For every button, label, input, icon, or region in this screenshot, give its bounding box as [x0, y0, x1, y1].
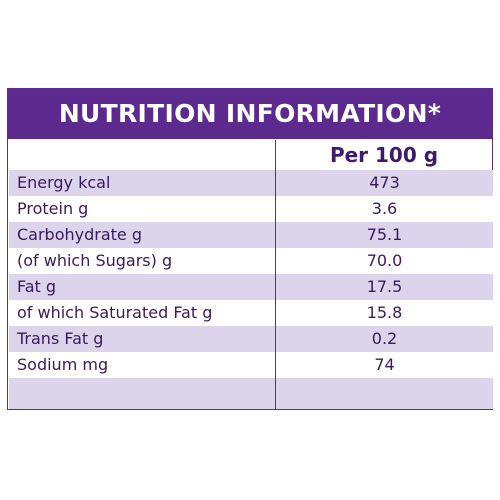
row-label: Fat g — [17, 277, 57, 296]
row-label: (of which Sugars) g — [17, 251, 173, 270]
nutrition-table: NUTRITION INFORMATION* Per 100 g Energy … — [7, 88, 493, 410]
table-row: Protein g 3.6 — [9, 196, 493, 222]
row-label: of which Saturated Fat g — [17, 303, 213, 322]
row-value: 17.5 — [366, 277, 403, 296]
row-value: 70.0 — [366, 251, 403, 270]
table-row: Trans Fat g 0.2 — [9, 326, 493, 352]
row-value: 473 — [369, 173, 400, 192]
row-label: Trans Fat g — [17, 329, 104, 348]
row-value: 74 — [374, 355, 395, 374]
table-title: NUTRITION INFORMATION* — [8, 89, 492, 139]
column-header-row: Per 100 g — [8, 140, 492, 170]
column-divider — [275, 140, 276, 410]
row-label: Sodium mg — [17, 355, 109, 374]
column-header-per-100g: Per 100 g — [329, 143, 439, 167]
row-label: Protein g — [17, 199, 89, 218]
row-label: Carbohydrate g — [17, 225, 143, 244]
table-row: Sodium mg 74 — [9, 352, 493, 378]
table-row: of which Saturated Fat g 15.8 — [9, 300, 493, 326]
row-value: 0.2 — [371, 329, 398, 348]
table-row: Energy kcal 473 — [9, 170, 493, 196]
row-value: 15.8 — [366, 303, 403, 322]
row-value: 75.1 — [366, 225, 403, 244]
table-row: (of which Sugars) g 70.0 — [9, 248, 493, 274]
empty-row — [9, 378, 493, 409]
table-row: Carbohydrate g 75.1 — [9, 222, 493, 248]
row-value: 3.6 — [371, 199, 398, 218]
table-row: Fat g 17.5 — [9, 274, 493, 300]
row-label: Energy kcal — [17, 173, 111, 192]
